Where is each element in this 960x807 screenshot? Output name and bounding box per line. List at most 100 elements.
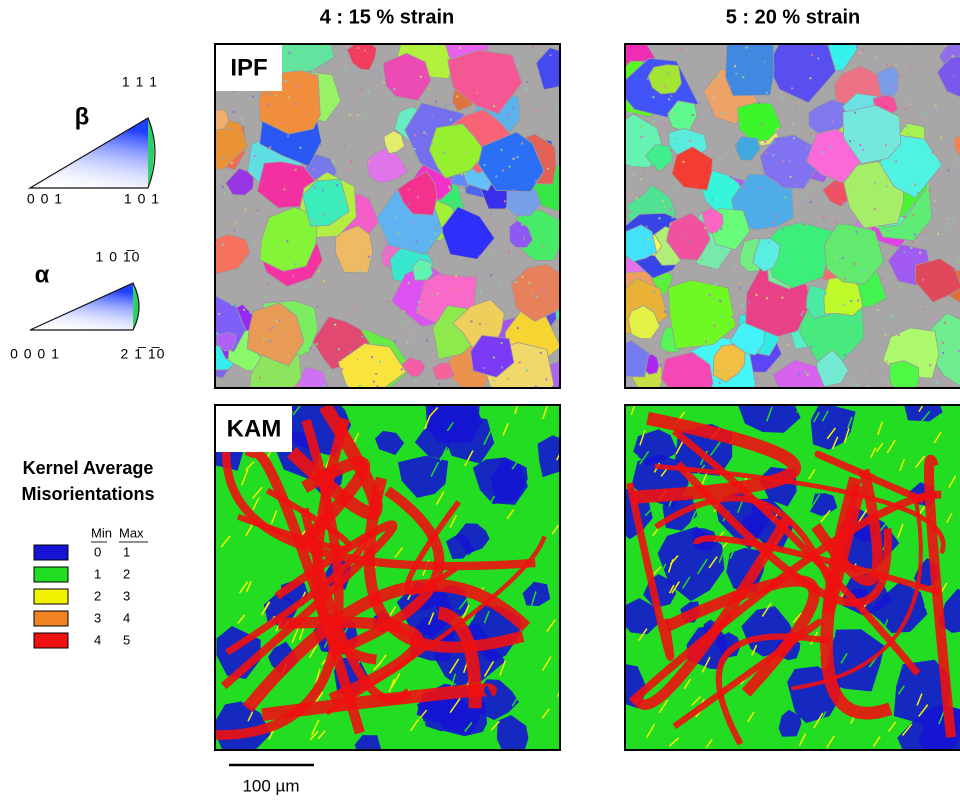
speckle [444,97,446,99]
speckle [759,351,761,353]
speckle [647,238,649,240]
speckle [272,327,274,329]
speckle [705,341,707,343]
speckle [801,364,803,366]
speckle [431,143,433,145]
speckle [675,138,677,140]
speckle [850,378,852,380]
triangle-label: 1 0 1̅0 [96,249,141,265]
speckle [407,332,409,334]
speckle [652,96,654,98]
speckle [874,208,876,210]
speckle [811,54,813,56]
speckle [853,350,855,352]
speckle [394,340,396,342]
speckle [494,380,496,382]
speckle [455,275,457,277]
speckle [934,209,936,211]
speckle [668,98,670,100]
speckle [834,221,836,223]
speckle [461,190,463,192]
speckle [311,217,313,219]
speckle [936,381,938,383]
speckle [775,129,777,131]
speckle [495,175,497,177]
speckle [842,257,844,259]
speckle [937,107,939,109]
speckle [368,161,370,163]
speckle [734,65,736,67]
speckle [853,263,855,265]
speckle [798,374,800,376]
speckle [847,184,849,186]
speckle [796,184,798,186]
speckle [401,368,403,370]
speckle [849,140,851,142]
speckle [485,323,487,325]
speckle [322,261,324,263]
speckle [630,111,632,113]
speckle [907,133,909,135]
speckle [489,213,491,215]
speckle [526,88,528,90]
speckle [822,266,824,268]
speckle [928,189,930,191]
speckle [515,281,517,283]
speckle [287,356,289,358]
speckle [817,58,819,60]
speckle [329,185,331,187]
speckle [850,300,852,302]
speckle [862,149,864,151]
speckle [667,73,669,75]
speckle [671,188,673,190]
speckle [892,318,894,320]
speckle [810,133,812,135]
speckle [368,256,370,258]
speckle [222,244,224,246]
speckle [775,215,777,217]
phase-symbol: α [35,261,50,288]
legend-min: 1 [94,566,101,581]
legend-header: Min [91,525,112,540]
speckle [904,216,906,218]
speckle [843,304,845,306]
speckle [253,155,255,157]
speckle [876,161,878,163]
speckle [718,76,720,78]
speckle [319,143,321,145]
speckle [682,232,684,234]
legend-min: 2 [94,588,101,603]
speckle [295,284,297,286]
speckle [407,341,409,343]
speckle [928,183,930,185]
speckle [744,313,746,315]
speckle [344,69,346,71]
speckle [735,145,737,147]
speckle [953,75,955,77]
speckle [805,371,807,373]
speckle [821,151,823,153]
speckle [222,157,224,159]
speckle [449,187,451,189]
speckle [545,378,547,380]
speckle [426,133,428,135]
speckle [297,85,299,87]
speckle [670,95,672,97]
speckle [500,283,502,285]
speckle [250,172,252,174]
speckle [773,222,775,224]
speckle [519,361,521,363]
speckle [778,336,780,338]
speckle [449,103,451,105]
speckle [803,224,805,226]
speckle [730,176,732,178]
speckle [234,304,236,306]
speckle [831,121,833,123]
speckle [532,292,534,294]
speckle [952,55,954,57]
speckle [499,279,501,281]
speckle [859,52,861,54]
speckle [476,92,478,94]
legend-swatch [34,545,68,560]
speckle [461,173,463,175]
